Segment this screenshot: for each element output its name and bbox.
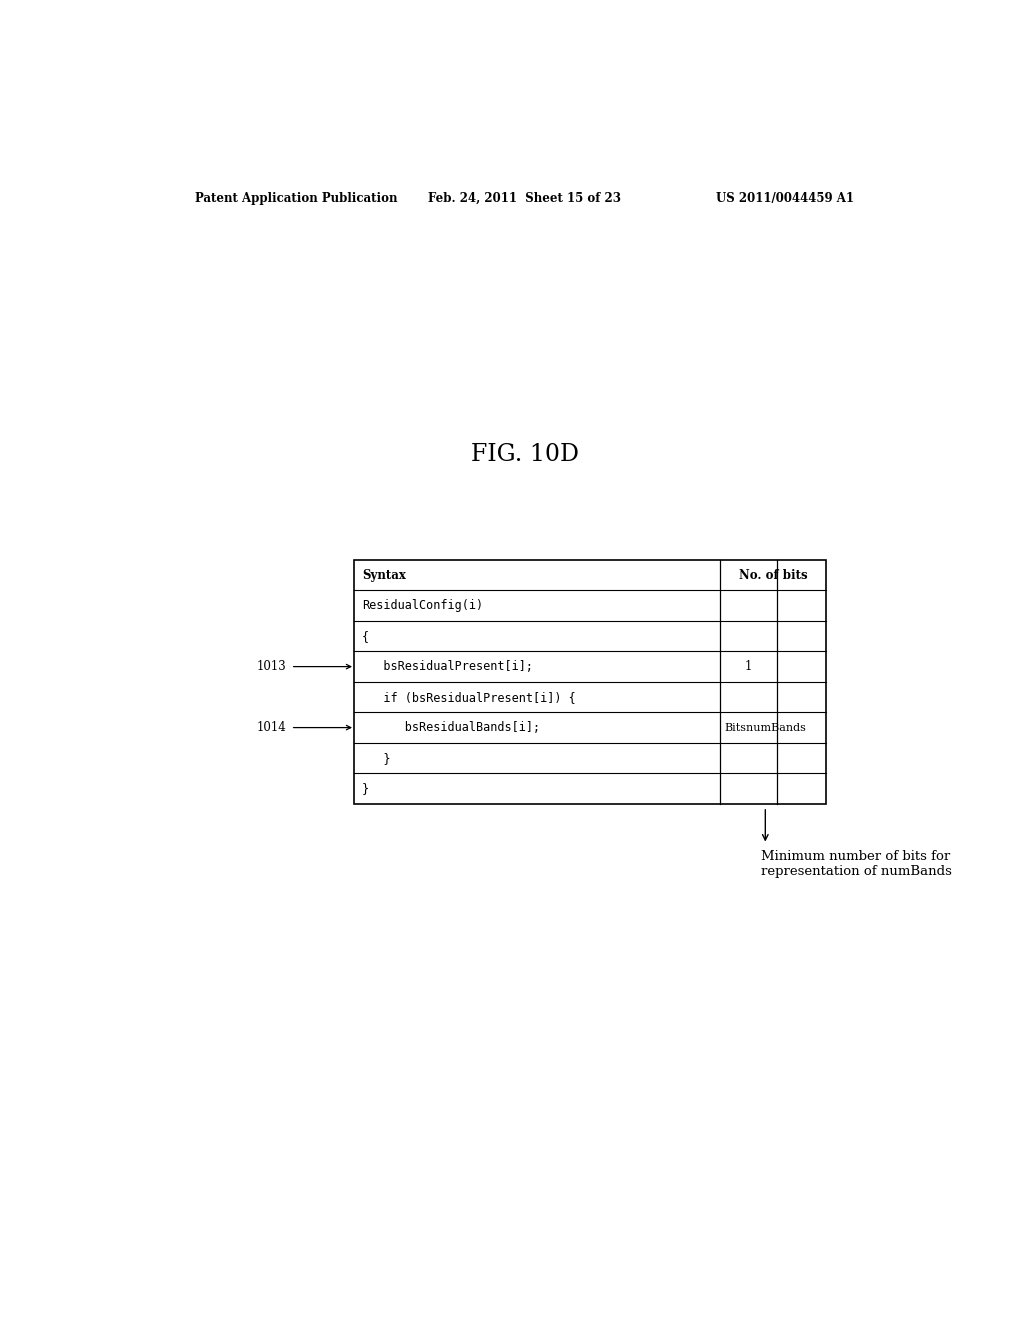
Bar	[354, 560, 826, 804]
Text: Patent Application Publication: Patent Application Publication	[196, 191, 398, 205]
Text: Feb. 24, 2011  Sheet 15 of 23: Feb. 24, 2011 Sheet 15 of 23	[428, 191, 622, 205]
Text: ResidualConfig(i): ResidualConfig(i)	[362, 599, 483, 612]
Text: 1014: 1014	[257, 721, 287, 734]
Text: US 2011/0044459 A1: US 2011/0044459 A1	[716, 191, 854, 205]
Text: Syntax: Syntax	[362, 569, 406, 582]
Text: Minimum number of bits for
representation of numBands: Minimum number of bits for representatio…	[761, 850, 952, 878]
Text: bsResidualPresent[i];: bsResidualPresent[i];	[362, 660, 534, 673]
Text: 1: 1	[744, 660, 753, 673]
Text: }: }	[362, 781, 370, 795]
Text: FIG. 10D: FIG. 10D	[471, 444, 579, 466]
Text: 1013: 1013	[257, 660, 287, 673]
Text: BitsnumBands: BitsnumBands	[724, 722, 806, 733]
Text: {: {	[362, 630, 370, 643]
Text: No. of bits: No. of bits	[739, 569, 808, 582]
Text: if (bsResidualPresent[i]) {: if (bsResidualPresent[i]) {	[362, 690, 575, 704]
Text: bsResidualBands[i];: bsResidualBands[i];	[362, 721, 541, 734]
Text: }: }	[362, 751, 390, 764]
